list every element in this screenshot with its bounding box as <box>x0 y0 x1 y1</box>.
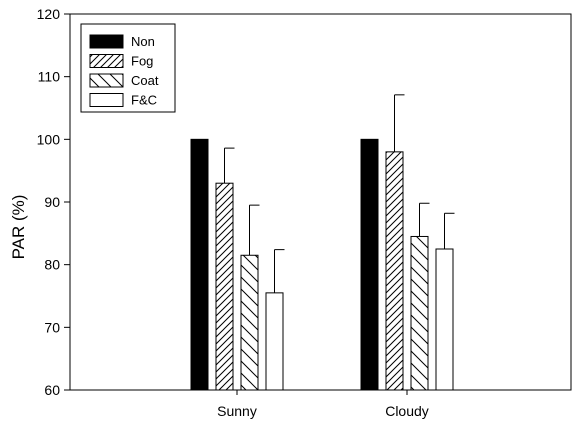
legend-swatch-fog <box>89 54 124 68</box>
bar-fog-sunny <box>215 182 234 391</box>
y-tick-label: 60 <box>44 382 60 398</box>
bar-fc-cloudy <box>435 248 454 391</box>
bar-fog-cloudy <box>385 151 404 391</box>
y-tick-label: 100 <box>37 131 61 147</box>
legend-swatch-fc <box>89 93 124 107</box>
bar-non-cloudy <box>360 138 379 391</box>
bar-coat-sunny <box>240 254 259 391</box>
y-tick-label: 90 <box>44 194 60 210</box>
bar-non-sunny <box>190 138 209 391</box>
y-tick-label: 110 <box>38 69 61 85</box>
y-axis-label: PAR (%) <box>9 195 28 260</box>
legend-swatch-non <box>89 34 124 49</box>
legend-label: Non <box>131 34 155 49</box>
x-tick-label-cloudy: Cloudy <box>385 403 429 419</box>
bar-coat-cloudy <box>410 235 429 391</box>
bar-fc-sunny <box>265 292 284 391</box>
y-tick-label: 80 <box>44 257 60 273</box>
legend-swatch-coat <box>89 73 124 88</box>
x-tick-label-sunny: Sunny <box>217 403 257 419</box>
legend-label: F&C <box>131 93 157 108</box>
y-tick-label: 70 <box>44 319 60 335</box>
plot-area: 60 70 80 90 100 110 120 Sunny Cloudy <box>37 6 572 419</box>
legend: Non Fog Coat F&C <box>80 23 176 113</box>
legend-label: Fog <box>131 54 153 69</box>
legend-label: Coat <box>131 73 159 88</box>
y-tick-label: 120 <box>37 6 61 22</box>
